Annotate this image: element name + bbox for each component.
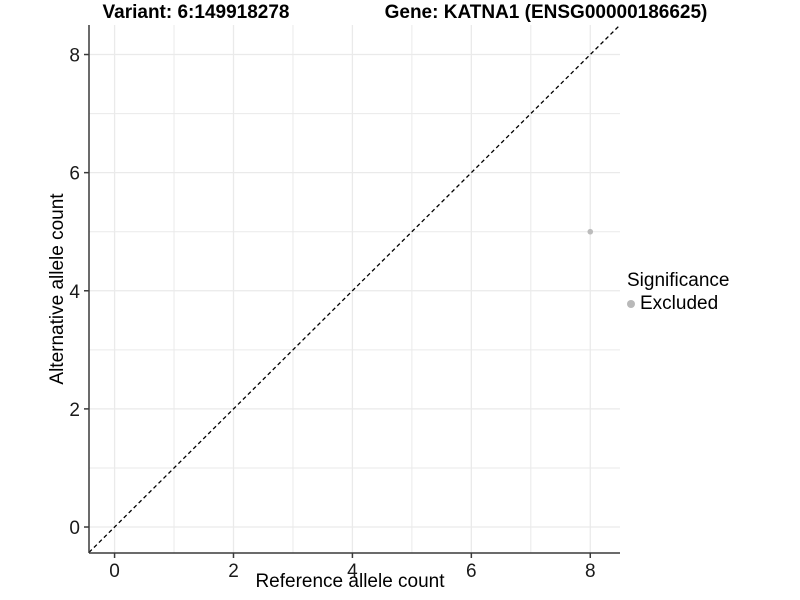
identity-dashed-line — [88, 24, 621, 553]
data-point-excluded — [587, 228, 594, 235]
x-tick-label: 2 — [228, 561, 239, 582]
legend-item-excluded: Excluded — [627, 292, 729, 315]
y-tick-label: 0 — [69, 518, 80, 539]
x-tick-label: 4 — [347, 561, 358, 582]
x-tick-label: 8 — [585, 561, 596, 582]
legend-item-label: Excluded — [640, 293, 719, 314]
legend-title: Significance — [627, 270, 730, 291]
x-tick-label: 6 — [466, 561, 477, 582]
y-tick-label: 2 — [69, 400, 80, 421]
y-tick-label: 6 — [69, 164, 80, 185]
y-axis-title: Alternative allele count — [47, 193, 68, 385]
x-tick-label: 0 — [109, 561, 120, 582]
legend-point-swatch — [627, 299, 635, 308]
y-tick-label: 8 — [69, 46, 80, 67]
gene-title: Gene: KATNA1 (ENSG00000186625) — [384, 2, 708, 23]
legend: Significance Excluded — [627, 269, 729, 315]
y-tick-label: 4 — [69, 282, 80, 303]
x-axis-title: Reference allele count — [255, 571, 445, 592]
variant-title: Variant: 6:149918278 — [102, 2, 290, 23]
